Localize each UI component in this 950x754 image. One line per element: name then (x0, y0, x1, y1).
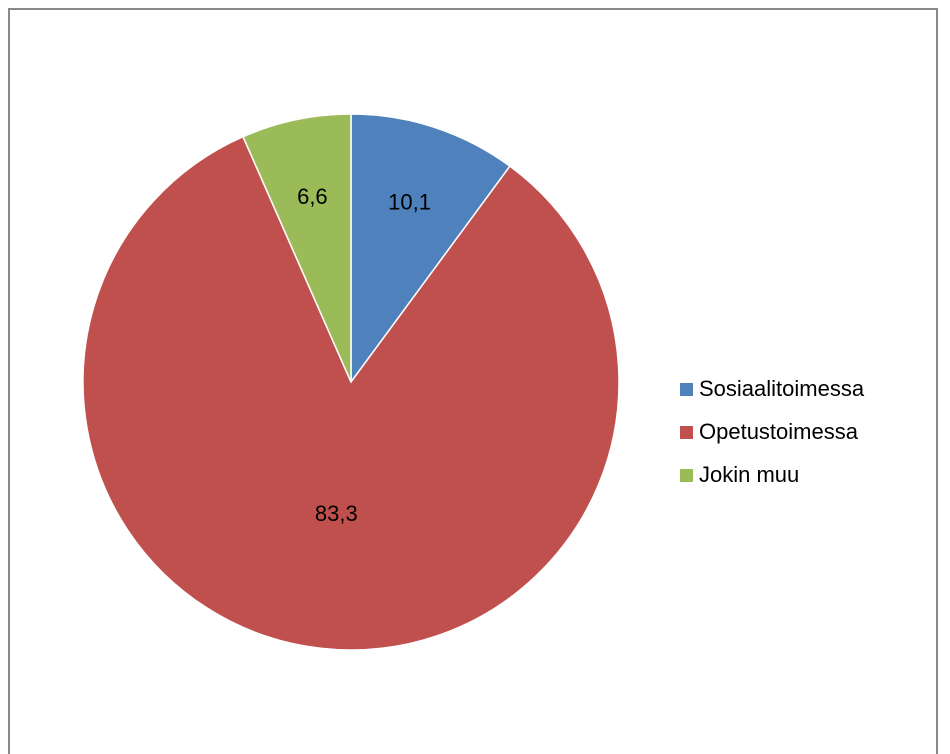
legend-label: Opetustoimessa (699, 419, 858, 444)
legend-swatch (680, 425, 693, 439)
pie-slice-jokin-muu (242, 113, 352, 383)
legend: Sosiaalitoimessa Opetustoimessa Jokin muu (680, 376, 865, 507)
legend-item-opetustoimessa: Opetustoimessa (680, 419, 864, 444)
legend-item-jokin-muu: Jokin muu (680, 462, 864, 487)
legend-swatch (680, 468, 693, 482)
data-label-jokin-muu: 6,6 (297, 184, 328, 209)
legend-item-sosiaalitoimessa: Sosiaalitoimessa (680, 376, 865, 401)
data-label-opetustoimessa: 83,3 (315, 501, 358, 526)
pie-slice-opetustoimessa (82, 135, 620, 651)
legend-label: Jokin muu (699, 462, 800, 487)
data-label-sosiaalitoimessa: 10,1 (388, 190, 431, 215)
legend-label: Sosiaalitoimessa (699, 376, 865, 401)
legend-swatch (680, 382, 693, 396)
pie-slice-sosiaalitoimessa (350, 113, 511, 385)
